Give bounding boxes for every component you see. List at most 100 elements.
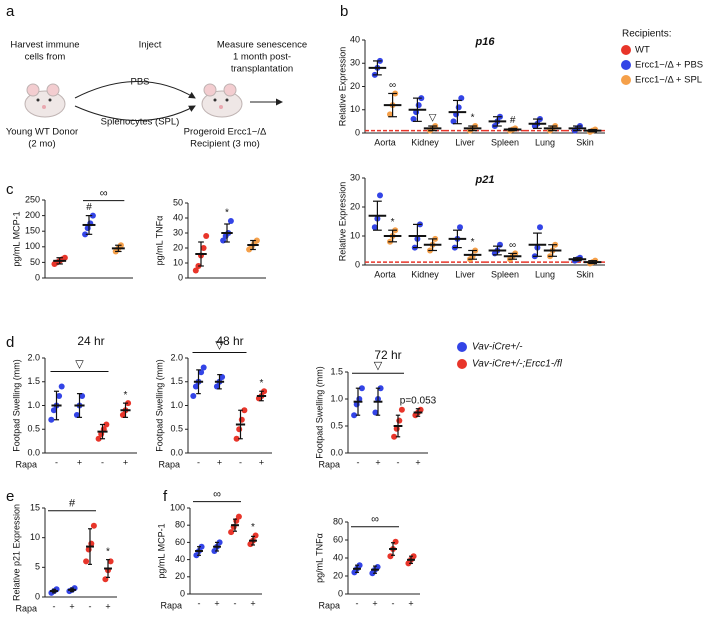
y-axis-label: Relative Expression [337, 47, 347, 127]
y-tick-label: 20 [173, 242, 183, 252]
data-point [216, 539, 223, 546]
y-tick-label: 40 [175, 554, 185, 564]
significance-label: * [124, 390, 128, 401]
data-point [200, 364, 207, 371]
y-tick-label: 80 [333, 516, 343, 526]
y-tick-label: 20 [175, 571, 185, 581]
diagram-text: Recipient (3 mo) [190, 139, 260, 150]
data-point [198, 369, 205, 376]
bracket-label: ▽ [75, 358, 84, 370]
data-point [233, 435, 240, 442]
y-tick-label: 0.0 [170, 447, 183, 457]
data-point [48, 416, 55, 423]
significance-label: ∞ [509, 240, 516, 251]
x-tick-label: Liver [455, 137, 475, 147]
y-tick-label: 20 [333, 570, 343, 580]
significance-label: * [225, 208, 229, 219]
data-point [398, 406, 405, 413]
diagram-text: Measure senescence [217, 40, 307, 51]
data-point [227, 218, 234, 224]
y-axis-label: pg/mL TNFα [314, 533, 324, 583]
significance-label: * [391, 217, 395, 228]
significance-label: # [510, 115, 516, 126]
y-tick-label: 0 [355, 259, 360, 269]
data-point [95, 435, 102, 442]
y-tick-label: 0.5 [170, 424, 183, 434]
data-point [372, 409, 379, 416]
significance-label: ∞ [389, 80, 396, 91]
x-tick-label: + [217, 457, 222, 467]
y-tick-label: 60 [333, 534, 343, 544]
x-tick-label: - [392, 598, 395, 608]
legend-label: Ercc1−/Δ + PBS [635, 60, 703, 71]
significance-label: * [251, 522, 255, 533]
y-axis-label: Footpad Swelling (mm) [314, 366, 324, 459]
y-tick-label: 5 [35, 562, 40, 572]
diagram-text: (2 mo) [28, 139, 55, 150]
data-point [73, 412, 80, 418]
y-tick-label: 0 [35, 272, 40, 282]
data-point [236, 426, 243, 433]
y-tick-label: 10 [173, 257, 183, 267]
data-point [235, 513, 242, 520]
panel-label: f [163, 488, 168, 505]
x-axis-label: Rapa [160, 600, 182, 610]
data-point [371, 224, 378, 231]
significance-label: * [471, 237, 475, 248]
data-point [219, 374, 226, 380]
significance-label: * [260, 378, 264, 389]
data-point [261, 388, 268, 395]
x-tick-label: + [250, 598, 255, 608]
data-point [200, 245, 207, 251]
x-axis-label: Rapa [15, 603, 37, 613]
y-tick-label: 1.5 [27, 376, 40, 386]
diagram-text: Inject [139, 40, 162, 51]
significance-label: p=0.053 [400, 395, 437, 406]
y-tick-label: 0.5 [330, 420, 343, 430]
x-tick-label: Aorta [374, 269, 396, 279]
legend-marker [621, 45, 631, 55]
chart-title: 24 hr [77, 334, 104, 348]
data-point [391, 433, 398, 440]
y-tick-label: 250 [25, 194, 40, 204]
data-point [410, 553, 417, 560]
x-tick-label: + [105, 601, 110, 611]
data-point [103, 421, 110, 428]
chart-title: 72 hr [374, 348, 401, 362]
x-tick-label: Spleen [491, 269, 519, 279]
chart-title: p16 [475, 36, 496, 48]
legend-marker [621, 75, 631, 85]
diagram-text: transplantation [231, 64, 293, 75]
data-point [241, 407, 248, 414]
data-point [56, 393, 63, 399]
y-tick-label: 1.0 [27, 400, 40, 410]
y-tick-label: 1.0 [170, 400, 183, 410]
data-point [192, 267, 199, 274]
data-point [238, 416, 245, 423]
y-tick-label: 200 [25, 210, 40, 220]
y-tick-label: 30 [350, 58, 360, 68]
x-tick-label: - [234, 598, 237, 608]
data-point [190, 393, 197, 399]
data-point [79, 393, 86, 399]
data-point [253, 237, 260, 244]
data-point [228, 529, 235, 536]
x-tick-label: - [356, 598, 359, 608]
y-axis-label: Relative Expression [337, 182, 347, 262]
bracket-label: ∞ [100, 188, 108, 200]
y-tick-label: 1.5 [170, 376, 183, 386]
data-point [211, 548, 218, 554]
arrow [74, 81, 196, 99]
y-axis-label: pg/mL TNFα [154, 216, 164, 266]
data-point [125, 400, 132, 407]
bracket-label: ∞ [213, 489, 221, 501]
diagram-text: cells from [25, 52, 66, 63]
x-tick-label: Lung [535, 137, 555, 147]
y-tick-label: 20 [350, 81, 360, 91]
legend-label: WT [635, 45, 650, 56]
data-point [90, 522, 97, 529]
y-tick-label: 0.0 [330, 447, 343, 457]
x-tick-label: + [69, 601, 74, 611]
y-tick-label: 1.5 [330, 366, 343, 376]
data-point [457, 224, 463, 231]
